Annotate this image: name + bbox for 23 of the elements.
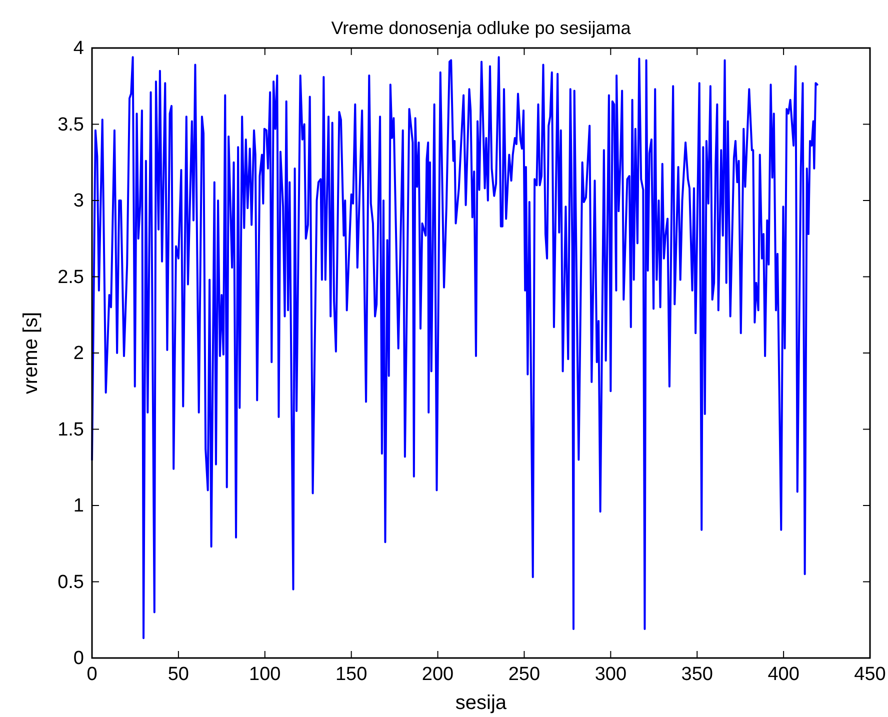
x-tick-label: 200 xyxy=(422,664,454,685)
y-tick-label: 3 xyxy=(73,190,84,212)
y-tick-label: 3.5 xyxy=(58,114,84,136)
y-axis-title: vreme [s] xyxy=(20,312,42,394)
x-tick-label: 150 xyxy=(335,664,368,685)
x-tick-label: 50 xyxy=(168,664,190,685)
x-tick-label: 450 xyxy=(854,664,886,685)
y-tick-label: 2.5 xyxy=(58,266,84,288)
line-series xyxy=(91,56,818,640)
x-tick-label: 0 xyxy=(86,664,98,685)
x-tick-label: 400 xyxy=(768,664,800,685)
x-tick-label: 100 xyxy=(249,664,281,685)
chart-title: Vreme donosenja odluke po sesijama xyxy=(331,18,632,38)
y-tick-label: 1.5 xyxy=(58,419,84,440)
x-tick-label: 300 xyxy=(594,664,627,685)
y-tick-label: 2 xyxy=(73,343,84,364)
y-tick-label: 0.5 xyxy=(58,572,84,593)
y-tick-label: 1 xyxy=(73,496,84,516)
y-tick-label: 4 xyxy=(73,38,84,59)
y-tick-label: 0 xyxy=(73,648,84,669)
x-tick-label: 250 xyxy=(508,664,540,685)
x-tick-label: 350 xyxy=(681,664,713,685)
x-axis-title: sesija xyxy=(455,692,508,714)
